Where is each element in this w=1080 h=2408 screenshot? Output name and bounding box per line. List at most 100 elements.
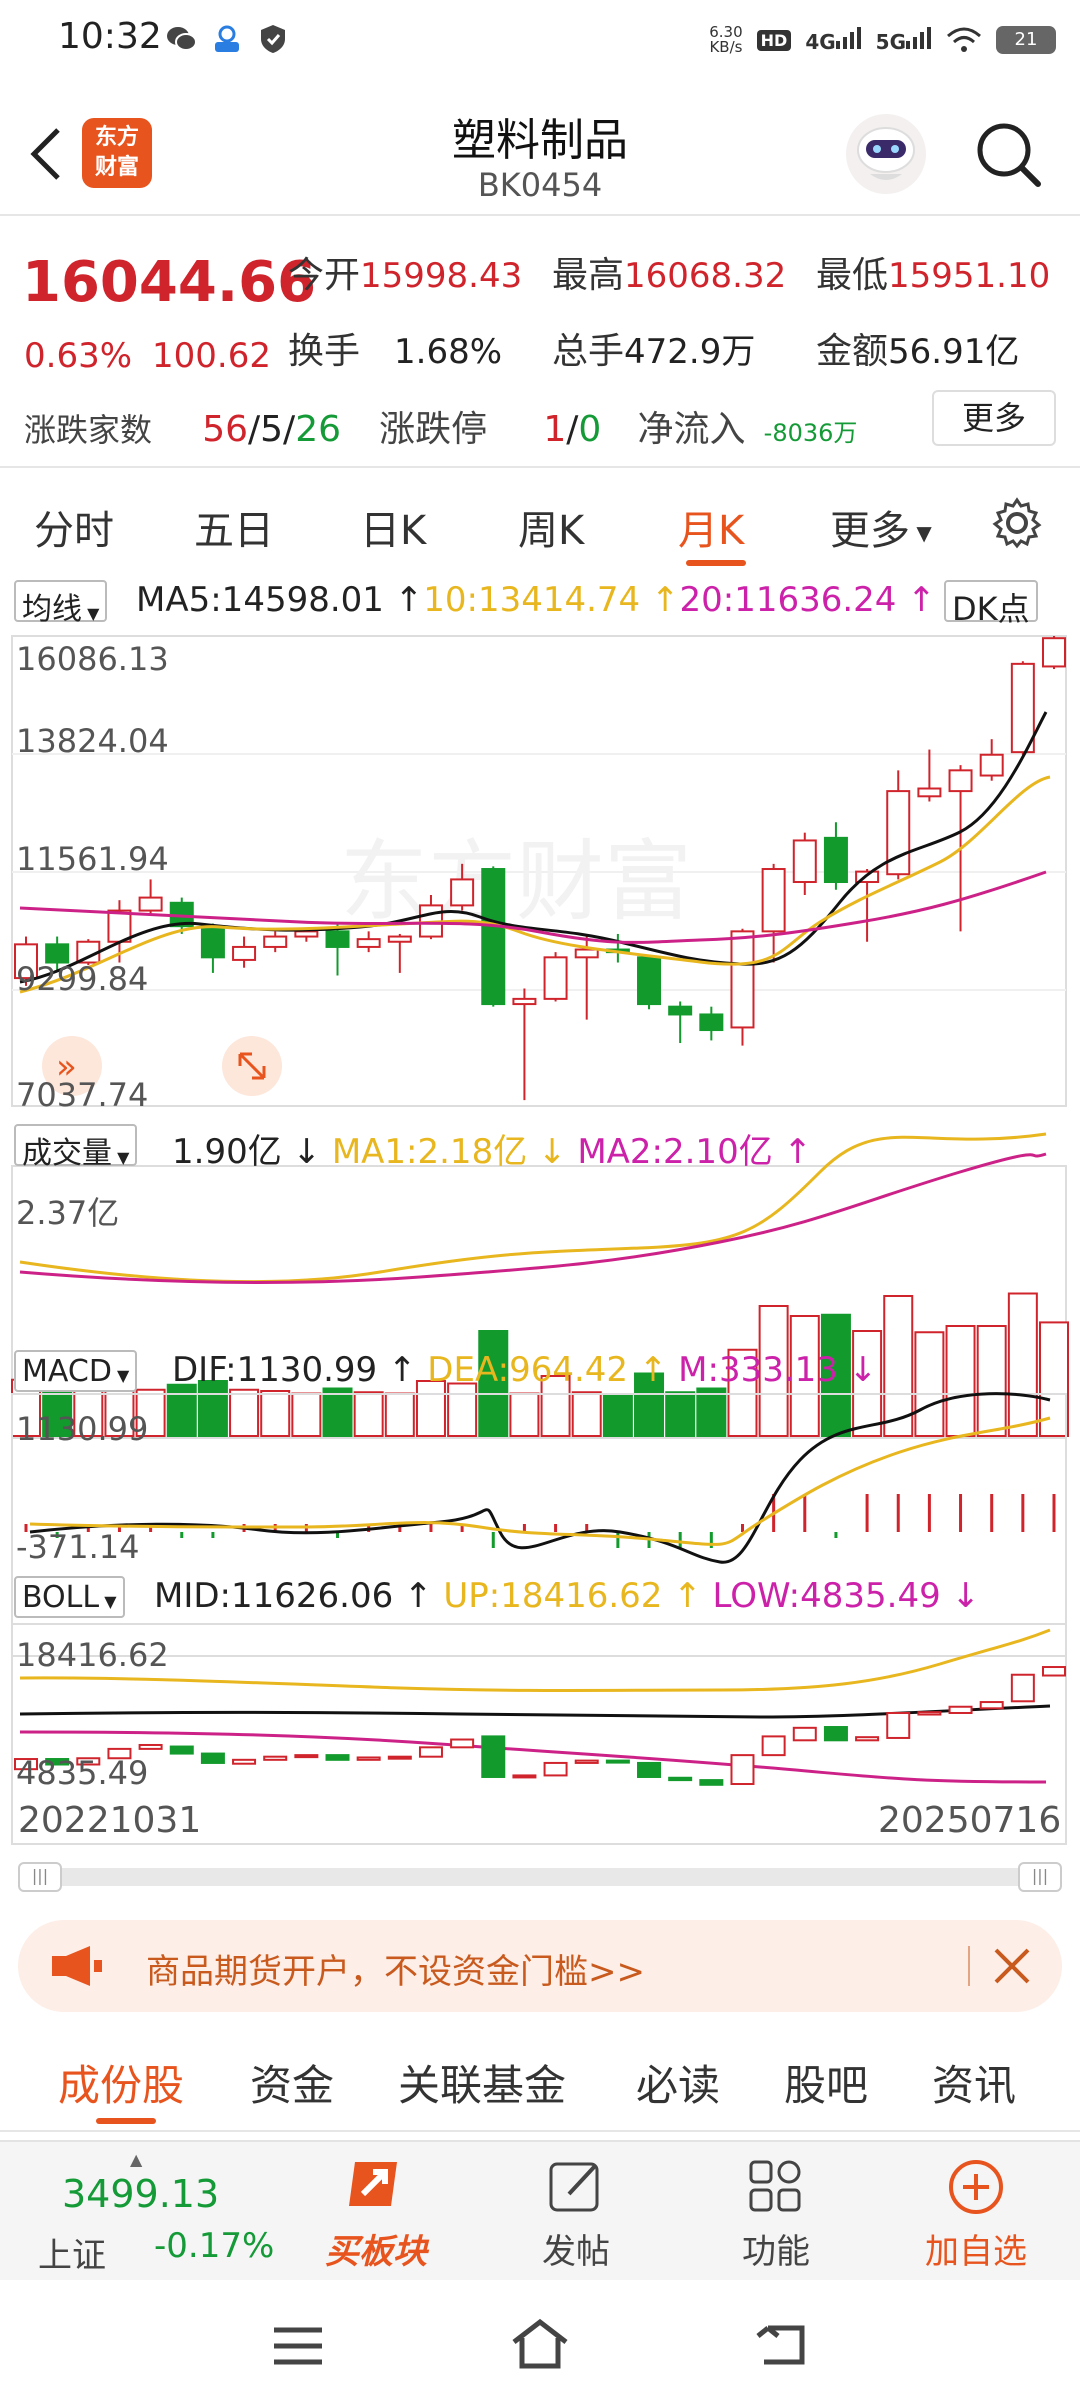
tab-news[interactable]: 资讯	[932, 2061, 1017, 2110]
boll-candle	[481, 1735, 506, 1778]
candle-body	[450, 878, 475, 907]
dropdown-icon: ▼	[99, 1592, 117, 1611]
candle	[45, 936, 70, 971]
volume-bar	[634, 1372, 665, 1437]
tab-underline	[96, 2118, 156, 2124]
candle	[325, 923, 350, 976]
candle	[543, 952, 568, 1002]
ad-text[interactable]: 商品期货开户，不设资金门槛>>	[146, 1952, 645, 1992]
home-icon[interactable]	[508, 2318, 572, 2370]
volume-bar	[758, 1305, 789, 1437]
add-watchlist-button[interactable]: 加自选	[906, 2156, 1046, 2273]
robot-assistant-icon[interactable]	[844, 112, 928, 196]
candle-body	[979, 753, 1004, 777]
tab-funds-flow[interactable]: 资金	[250, 2061, 335, 2110]
buy-sector-button[interactable]: 买板块	[306, 2156, 446, 2273]
candle-body	[1010, 662, 1035, 754]
dropdown-icon: ▼	[82, 604, 100, 623]
more-stats-button[interactable]: 更多	[932, 390, 1056, 446]
candle-body	[481, 868, 506, 1006]
boll-candle	[512, 1774, 537, 1779]
candle	[387, 933, 412, 973]
index-value[interactable]: 3499.13	[62, 2172, 220, 2216]
turnover-stat: 换手 1.68%	[288, 331, 503, 372]
volume-selector[interactable]: 成交量 ▼	[14, 1124, 138, 1171]
tab-underline	[686, 560, 746, 566]
candle	[169, 897, 194, 934]
volume-bar	[384, 1392, 415, 1437]
tab-monthly-k[interactable]: 月K	[678, 508, 745, 554]
slider-right-handle[interactable]: |||	[1018, 1862, 1062, 1892]
candle-body	[574, 948, 599, 959]
ad-banner[interactable]: 商品期货开户，不设资金门槛>>	[18, 1920, 1062, 2012]
tab-five-day[interactable]: 五日	[194, 508, 274, 554]
menu-icon[interactable]	[270, 2324, 326, 2368]
ma-selector[interactable]: 均线 ▼	[14, 580, 108, 627]
change-percent: 0.63%	[24, 336, 133, 376]
signal-4g-icon: 4G	[805, 26, 861, 54]
volume-bar	[42, 1386, 73, 1437]
watermark: 东方财富	[340, 830, 692, 933]
candle-body	[668, 1005, 693, 1016]
candle	[450, 863, 475, 911]
macd-selector[interactable]: MACD ▼	[14, 1350, 138, 1392]
boll-candle	[855, 1736, 880, 1742]
boll-candle	[232, 1758, 257, 1765]
candle	[1010, 661, 1035, 755]
volume-stat: 总手472.9万	[552, 331, 756, 372]
back-icon[interactable]	[24, 124, 68, 184]
netflow-label: 净流入	[637, 409, 746, 450]
tab-forum[interactable]: 股吧	[784, 2061, 869, 2110]
candle	[481, 866, 506, 1007]
signal-5g-icon: 5G	[876, 26, 932, 54]
volume-bar	[976, 1325, 1007, 1437]
tab-more[interactable]: 更多 ▼	[830, 508, 932, 554]
hd-badge: HD	[756, 29, 792, 51]
boll-candle	[574, 1759, 599, 1764]
tab-constituents[interactable]: 成份股	[58, 2061, 185, 2110]
kline-chart[interactable]: 东方财富 »	[0, 572, 1080, 1872]
boll-selector[interactable]: BOLL ▼	[14, 1576, 125, 1618]
functions-button[interactable]: 功能	[706, 2156, 846, 2273]
range-slider[interactable]: ||| |||	[18, 1862, 1062, 1892]
dk-point-button[interactable]: DK点	[944, 580, 1038, 628]
index-name[interactable]: 上证	[38, 2236, 106, 2276]
candle-body	[512, 997, 537, 1006]
tab-intraday[interactable]: 分时	[34, 508, 114, 554]
back-nav-icon[interactable]	[754, 2320, 810, 2368]
boll-candle	[387, 1755, 412, 1760]
volume-bar	[415, 1380, 446, 1437]
candle-body	[263, 935, 288, 948]
index-change[interactable]: -0.17%	[154, 2226, 275, 2266]
boll-values: MID:11626.06 ↑ UP:18416.62 ↑ LOW:4835.49…	[154, 1576, 980, 1616]
tab-related-funds[interactable]: 关联基金	[398, 2061, 567, 2110]
candle	[1042, 636, 1066, 670]
expand-left-icon[interactable]	[42, 1036, 102, 1096]
ma-lines	[19, 711, 1051, 994]
volume-bar	[166, 1383, 197, 1437]
search-icon[interactable]	[972, 118, 1044, 190]
slider-left-handle[interactable]: |||	[18, 1862, 62, 1892]
page-title: 塑料制品	[452, 115, 628, 166]
gear-icon[interactable]	[990, 496, 1044, 550]
boll-candle	[107, 1747, 132, 1760]
boll-candle	[605, 1759, 630, 1764]
boll-candle	[200, 1752, 225, 1764]
volume-bar	[571, 1391, 602, 1437]
close-icon[interactable]	[986, 1940, 1038, 1992]
candle	[823, 822, 848, 890]
candle	[792, 832, 817, 895]
candle-body	[730, 930, 755, 1029]
breadth-label: 涨跌家数	[24, 411, 153, 449]
volume-bar	[135, 1388, 166, 1437]
tab-must-read[interactable]: 必读	[636, 2061, 721, 2110]
tab-daily-k[interactable]: 日K	[360, 508, 427, 554]
boll-candle	[792, 1726, 817, 1742]
boll-candle	[169, 1745, 194, 1755]
candle-body	[792, 839, 817, 884]
date-range-end: 20250716	[878, 1800, 1062, 1841]
post-button[interactable]: 发帖	[506, 2156, 646, 2273]
boll-candle	[325, 1754, 350, 1761]
tab-weekly-k[interactable]: 周K	[518, 508, 585, 554]
edit-icon	[549, 2162, 599, 2212]
